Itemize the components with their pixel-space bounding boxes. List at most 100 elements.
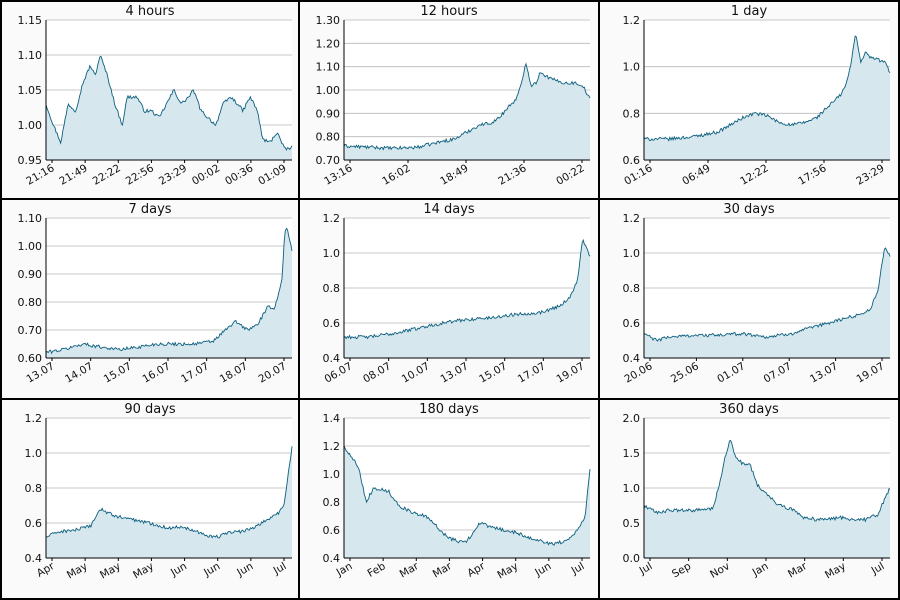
series-line xyxy=(643,439,891,523)
y-tick-label: 0.6 xyxy=(25,517,43,530)
chart-title: 1 day xyxy=(730,4,768,19)
y-tick-label: 0.60 xyxy=(18,352,43,365)
x-tick-label: Sep xyxy=(670,560,693,580)
series-area xyxy=(644,248,890,358)
y-tick-label: 0.8 xyxy=(623,107,641,120)
x-tick-label: Jan xyxy=(750,560,771,579)
y-tick-label: 0.0 xyxy=(623,552,641,565)
y-tick-label: 0.4 xyxy=(323,552,341,565)
x-tick-label: 13.07 xyxy=(808,360,840,385)
y-tick-label: 1.0 xyxy=(323,247,341,260)
series-area xyxy=(46,446,292,558)
series-area xyxy=(644,440,890,558)
y-tick-label: 1.0 xyxy=(623,61,641,74)
y-tick-label: 0.90 xyxy=(18,268,43,281)
series-line xyxy=(643,35,891,142)
x-tick-label: 21:36 xyxy=(496,162,528,188)
x-tick-label: Jul xyxy=(637,560,655,577)
y-tick-label: 1.0 xyxy=(623,247,641,260)
x-tick-label: 22:22 xyxy=(91,162,123,188)
y-tick-label: 0.5 xyxy=(623,517,641,530)
x-tick-label: Feb xyxy=(366,560,388,580)
y-tick-label: 1.20 xyxy=(316,37,341,50)
chart-title: 7 days xyxy=(128,202,172,217)
series-line xyxy=(45,446,293,539)
x-tick-label: Jun xyxy=(532,560,553,579)
x-tick-label: 22:56 xyxy=(124,162,156,188)
x-tick-label: 00:02 xyxy=(190,162,222,188)
y-tick-label: 1.30 xyxy=(316,14,341,27)
x-tick-label: Jul xyxy=(869,560,887,577)
y-tick-label: 1.2 xyxy=(323,212,341,225)
x-tick-label: 12:22 xyxy=(738,162,770,188)
y-tick-label: 1.00 xyxy=(316,84,341,97)
y-tick-label: 0.6 xyxy=(623,317,641,330)
y-tick-label: 1.4 xyxy=(323,412,341,425)
x-tick-label: 19.07 xyxy=(554,360,586,385)
panel-4-hours: 0.95 1.00 1.05 1.10 1.15 21:16 21:49 22:22 22:56… xyxy=(0,0,300,200)
x-tick-label: 17:56 xyxy=(796,162,828,188)
y-tick-label: 1.0 xyxy=(623,482,641,495)
x-tick-label: 25.06 xyxy=(669,360,701,386)
series-area xyxy=(46,56,292,160)
y-tick-label: 0.95 xyxy=(18,154,43,167)
series-line xyxy=(643,247,891,342)
y-tick-label: 0.4 xyxy=(25,552,43,565)
chart-1-day: 0.60.81.01.201:16 06:49 12:22 17:56 23:29 xyxy=(622,14,891,188)
x-tick-label: 00:36 xyxy=(223,162,255,188)
y-tick-label: 1.00 xyxy=(18,240,43,253)
y-tick-label: 0.6 xyxy=(323,524,341,537)
y-tick-label: 2.0 xyxy=(623,412,641,425)
x-tick-label: Jun xyxy=(234,560,255,579)
y-tick-label: 0.90 xyxy=(316,107,341,120)
chart-title: 30 days xyxy=(723,202,775,217)
y-tick-label: 0.8 xyxy=(323,496,341,509)
y-tick-label: 1.10 xyxy=(18,49,43,62)
x-tick-label: Jul xyxy=(271,560,289,577)
y-tick-label: 1.10 xyxy=(316,61,341,74)
y-tick-label: 0.70 xyxy=(316,154,341,167)
panel-1-day: 0.6 0.8 1.0 1.2 01:16 06:49 12:22 17:56 23:29 1 … xyxy=(600,0,900,200)
x-tick-label: 13.07 xyxy=(438,360,470,385)
x-tick-label: 17.07 xyxy=(516,360,548,385)
y-tick-label: 1.0 xyxy=(25,447,43,460)
chart-360-days: 0.0 0.5 1.0 1.5 2.0 Jul Sep Nov Jan Mar May Jul xyxy=(623,412,891,581)
chart-title: 12 hours xyxy=(420,4,478,19)
series-area xyxy=(46,228,292,358)
x-tick-label: 01:09 xyxy=(256,162,288,188)
panel-90-days: 0.4 0.6 0.8 1.0 1.2 Apr May May May Jun Jun Jun Jul … xyxy=(0,400,300,600)
y-tick-label: 0.8 xyxy=(323,282,341,295)
x-tick-label: 14.07 xyxy=(63,360,95,385)
chart-30-days: 0.40.60.81.01.220.06 25.06 01.07 07.07 13.07… xyxy=(622,212,891,386)
chart-title: 90 days xyxy=(124,402,176,417)
chart-title: 360 days xyxy=(719,402,779,417)
x-tick-label: Mar xyxy=(398,560,422,581)
x-tick-label: 17.07 xyxy=(179,360,211,385)
y-tick-label: 1.2 xyxy=(623,212,641,225)
y-tick-label: 0.6 xyxy=(323,317,341,330)
x-tick-label: 16:02 xyxy=(380,162,412,188)
x-tick-label: 15.07 xyxy=(102,360,134,385)
panel-30-days: 0.4 0.6 0.8 1.0 1.2 20.06 25.06 01.07 07.07 13.07… xyxy=(600,200,900,400)
x-tick-label: May xyxy=(98,560,123,581)
y-tick-label: 1.2 xyxy=(623,14,641,27)
x-tick-label: Mar xyxy=(786,560,810,581)
x-tick-label: 20.07 xyxy=(256,360,288,385)
x-tick-label: 01.07 xyxy=(715,360,747,385)
x-tick-label: 19.07 xyxy=(854,360,886,385)
panel-14-days: 0.4 0.6 0.8 1.0 1.2 06.07 08.07 10.07 13.07 15.07… xyxy=(300,200,600,400)
panel-180-days: 0.4 0.6 0.8 1.0 1.2 1.4 Jan Feb Mar Mar Apr May Jun J… xyxy=(300,400,600,600)
x-tick-label: 10.07 xyxy=(400,360,432,385)
y-tick-label: 1.10 xyxy=(18,212,43,225)
series-area xyxy=(644,36,890,160)
y-tick-label: 0.80 xyxy=(316,131,341,144)
x-tick-label: 06:49 xyxy=(680,162,712,188)
y-tick-label: 0.8 xyxy=(25,482,43,495)
chart-14-days: 0.40.60.81.01.206.07 08.07 10.07 13.07 15.07… xyxy=(322,212,591,386)
y-tick-label: 0.8 xyxy=(623,282,641,295)
